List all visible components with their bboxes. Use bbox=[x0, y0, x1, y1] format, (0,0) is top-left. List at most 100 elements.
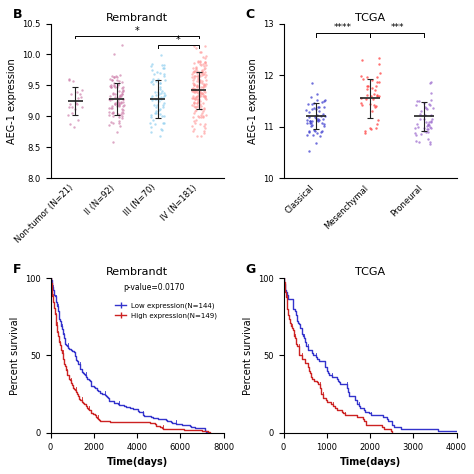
Point bbox=[109, 109, 117, 117]
Point bbox=[114, 101, 121, 109]
Point bbox=[153, 101, 160, 109]
Point bbox=[159, 94, 167, 102]
Point bbox=[113, 128, 120, 136]
Point bbox=[113, 76, 121, 84]
Point bbox=[197, 72, 204, 80]
Point bbox=[308, 93, 315, 101]
Point bbox=[190, 68, 198, 75]
Point bbox=[363, 95, 370, 103]
Low expression(N=144) bbox=[102, 392, 108, 398]
Point bbox=[197, 76, 204, 83]
Point bbox=[71, 123, 78, 131]
Point bbox=[66, 120, 73, 128]
Point bbox=[308, 122, 316, 129]
Point bbox=[148, 92, 155, 100]
Point bbox=[196, 92, 203, 100]
Point bbox=[196, 57, 203, 65]
Point bbox=[191, 95, 199, 102]
Point bbox=[190, 113, 197, 121]
Point bbox=[318, 119, 326, 127]
Point bbox=[426, 79, 434, 87]
Point bbox=[109, 108, 117, 115]
Point bbox=[191, 100, 198, 107]
Point bbox=[196, 86, 204, 93]
Point bbox=[118, 112, 126, 119]
Point bbox=[311, 113, 319, 120]
Point bbox=[420, 127, 428, 135]
Point bbox=[426, 138, 433, 146]
Point bbox=[110, 81, 118, 89]
High expression(N=149) bbox=[55, 326, 60, 332]
Point bbox=[308, 79, 316, 87]
Point bbox=[368, 108, 376, 115]
Point bbox=[192, 93, 200, 100]
Point bbox=[200, 70, 207, 78]
Point bbox=[195, 68, 202, 76]
Point bbox=[116, 102, 123, 109]
Point bbox=[190, 126, 198, 133]
Point bbox=[199, 109, 206, 117]
Point bbox=[416, 110, 424, 118]
Point bbox=[374, 120, 381, 128]
Point bbox=[147, 78, 155, 86]
Point bbox=[118, 105, 126, 113]
Point bbox=[147, 113, 155, 120]
Point bbox=[427, 123, 434, 130]
Y-axis label: Percent survival: Percent survival bbox=[9, 316, 19, 395]
Point bbox=[199, 67, 206, 74]
Point bbox=[149, 80, 157, 87]
Point bbox=[201, 92, 209, 100]
Point bbox=[152, 109, 160, 117]
Point bbox=[192, 106, 200, 114]
Text: *: * bbox=[176, 35, 181, 45]
Point bbox=[190, 95, 198, 102]
Low expression(N=144) bbox=[77, 365, 83, 370]
Point bbox=[190, 99, 198, 107]
Point bbox=[310, 131, 317, 138]
High expression(N=149) bbox=[208, 430, 213, 436]
Point bbox=[303, 119, 310, 127]
Point bbox=[373, 91, 381, 99]
Point bbox=[109, 77, 116, 84]
Point bbox=[191, 118, 199, 126]
Point bbox=[146, 119, 154, 127]
Point bbox=[420, 124, 428, 132]
Point bbox=[197, 48, 205, 56]
Low expression bbox=[362, 409, 368, 414]
Point bbox=[427, 101, 434, 109]
Point bbox=[198, 69, 205, 77]
High expression(N=149) bbox=[56, 337, 62, 342]
Point bbox=[116, 71, 124, 79]
Point bbox=[199, 69, 206, 76]
Point bbox=[115, 100, 123, 107]
Point bbox=[374, 79, 381, 86]
Point bbox=[199, 114, 207, 121]
Point bbox=[190, 76, 197, 83]
Point bbox=[117, 92, 125, 100]
Point bbox=[427, 79, 434, 86]
Point bbox=[201, 69, 209, 76]
Point bbox=[190, 87, 197, 94]
Point bbox=[308, 105, 316, 112]
Point bbox=[158, 126, 165, 134]
Point bbox=[200, 82, 207, 89]
Point bbox=[201, 94, 209, 101]
Point bbox=[191, 73, 198, 80]
Title: TCGA: TCGA bbox=[355, 13, 385, 23]
Point bbox=[155, 91, 163, 98]
Point bbox=[310, 105, 318, 112]
Point bbox=[430, 104, 438, 112]
Point bbox=[156, 132, 164, 140]
Point bbox=[375, 79, 383, 86]
Point bbox=[156, 105, 164, 113]
Point bbox=[195, 77, 203, 85]
Point bbox=[314, 115, 322, 123]
Point bbox=[189, 86, 196, 93]
Point bbox=[412, 101, 419, 109]
Point bbox=[109, 90, 117, 98]
Point bbox=[201, 58, 209, 65]
Point bbox=[363, 91, 371, 99]
Point bbox=[193, 96, 201, 103]
Point bbox=[427, 96, 435, 103]
Point bbox=[201, 127, 208, 135]
